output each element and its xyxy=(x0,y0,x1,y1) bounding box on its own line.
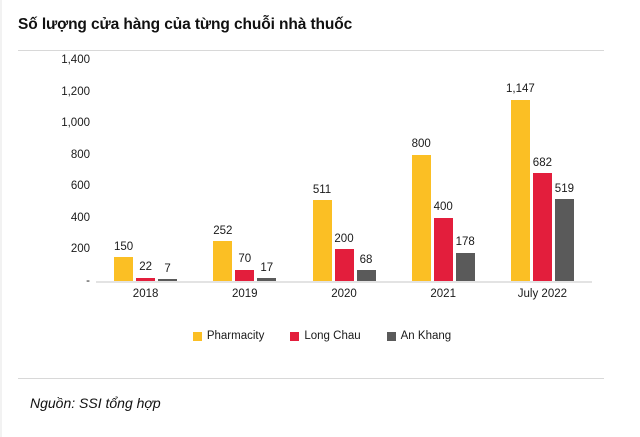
x-axis-baseline xyxy=(96,281,592,283)
bar-value-label: 178 xyxy=(455,236,475,249)
bar[interactable] xyxy=(136,277,156,281)
bar-wrapper: 70 xyxy=(235,60,255,281)
bar[interactable] xyxy=(455,252,475,281)
title-divider xyxy=(18,50,604,51)
bar-wrapper: 1,147 xyxy=(506,60,535,281)
bar-wrapper: 178 xyxy=(456,60,475,281)
y-axis-tick: 1,400 xyxy=(61,54,90,66)
bar-wrapper: 22 xyxy=(136,60,156,281)
bar-wrapper: 400 xyxy=(434,60,453,281)
bar-wrapper: 68 xyxy=(356,60,376,281)
page-title: Số lượng cửa hàng của từng chuỗi nhà thu… xyxy=(18,16,353,33)
legend-item-long-chau[interactable]: Long Chau xyxy=(290,330,361,342)
source-note: Nguồn: SSI tổng hợp xyxy=(30,395,161,411)
bar-group: 252 70 17 xyxy=(213,60,277,281)
bar-group: 511 200 68 xyxy=(312,60,376,281)
bar-wrapper: 800 xyxy=(412,60,431,281)
x-axis-labels: 2018 2019 2020 2021 July 2022 xyxy=(96,288,592,308)
bar[interactable] xyxy=(312,200,332,281)
bar-value-label: 1,147 xyxy=(506,83,535,96)
x-axis-tick-label: July 2022 xyxy=(517,288,568,300)
bar[interactable] xyxy=(532,173,552,281)
plot-area: 1,400 1,200 1,000 800 600 400 200 - 150 22 7 252 70… xyxy=(2,54,640,310)
bar[interactable] xyxy=(411,154,431,281)
bar-value-label: 22 xyxy=(139,261,152,274)
bar[interactable] xyxy=(433,217,453,281)
legend-label: Pharmacity xyxy=(206,330,265,342)
bar-value-label: 400 xyxy=(433,201,453,214)
bar[interactable] xyxy=(334,249,354,281)
bars-layer: 150 22 7 252 70 17 511 200 68 800 400 178 1,147 682 51… xyxy=(96,60,592,310)
bar-value-label: 17 xyxy=(260,261,274,274)
bar-value-label: 519 xyxy=(554,182,574,195)
x-axis-tick-label: 2019 xyxy=(232,288,258,300)
bar[interactable] xyxy=(235,269,255,281)
legend-item-pharmacity[interactable]: Pharmacity xyxy=(192,330,265,342)
y-axis-tick: 800 xyxy=(70,148,90,161)
bar-group: 800 400 178 xyxy=(412,60,475,281)
bar-wrapper: 17 xyxy=(257,60,277,281)
bar-value-label: 800 xyxy=(411,138,431,151)
bar[interactable] xyxy=(213,241,233,281)
y-axis-tick: 1,000 xyxy=(61,117,90,130)
footer-divider xyxy=(18,378,604,379)
bar[interactable] xyxy=(356,270,376,281)
bar-value-label: 200 xyxy=(334,232,354,245)
bar[interactable] xyxy=(158,279,178,281)
chart-legend: Pharmacity Long Chau An Khang xyxy=(2,330,640,342)
bar-wrapper: 200 xyxy=(334,60,354,281)
legend-swatch-icon xyxy=(386,331,396,341)
y-axis-tick: 600 xyxy=(70,180,90,193)
legend-item-an-khang[interactable]: An Khang xyxy=(386,330,452,342)
x-axis-tick-label: 2020 xyxy=(331,288,357,300)
bar-value-label: 252 xyxy=(213,224,233,237)
legend-swatch-icon xyxy=(192,331,202,341)
x-axis-tick-label: 2021 xyxy=(430,288,456,300)
bar-wrapper: 511 xyxy=(312,60,332,281)
bar-value-label: 68 xyxy=(359,253,373,266)
bar[interactable] xyxy=(510,99,530,281)
bar[interactable] xyxy=(554,199,574,281)
bar-wrapper: 150 xyxy=(114,60,133,281)
bar-wrapper: 7 xyxy=(158,60,178,281)
y-axis-tick: 200 xyxy=(70,243,90,256)
legend-label: An Khang xyxy=(400,330,452,342)
y-axis-tick: 1,200 xyxy=(61,85,90,98)
legend-swatch-icon xyxy=(290,331,300,341)
bar-value-label: 7 xyxy=(164,262,171,275)
bar-wrapper: 682 xyxy=(533,60,552,281)
y-axis: 1,400 1,200 1,000 800 600 400 200 - xyxy=(2,54,90,310)
bar-wrapper: 519 xyxy=(555,60,574,281)
x-axis-tick-label: 2018 xyxy=(132,288,159,300)
bar-group: 1,147 682 519 xyxy=(506,60,574,281)
y-axis-tick: 400 xyxy=(70,211,90,224)
bar-value-label: 511 xyxy=(312,183,332,196)
legend-label: Long Chau xyxy=(304,330,361,342)
bar-group: 150 22 7 xyxy=(114,60,178,281)
bar-value-label: 70 xyxy=(238,253,252,266)
bar-value-label: 682 xyxy=(532,156,552,169)
bar[interactable] xyxy=(257,278,277,281)
bar[interactable] xyxy=(114,257,134,281)
bar-value-label: 150 xyxy=(114,240,134,253)
bar-wrapper: 252 xyxy=(213,60,232,281)
y-axis-tick: - xyxy=(86,275,90,287)
